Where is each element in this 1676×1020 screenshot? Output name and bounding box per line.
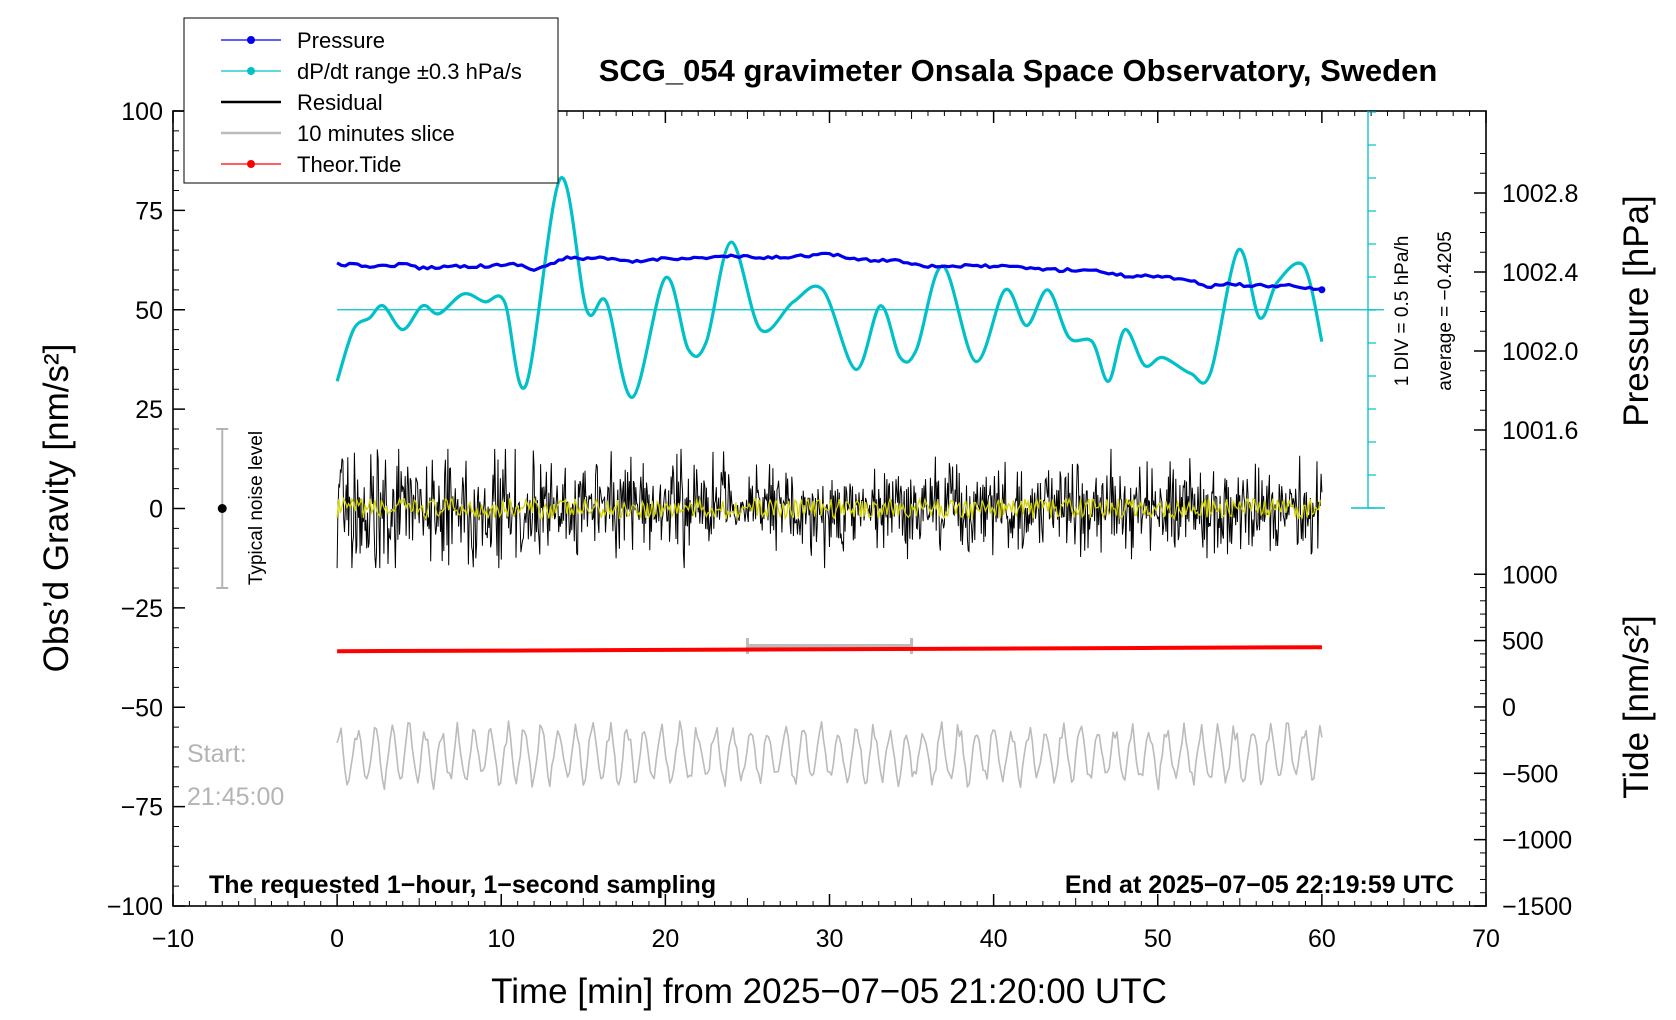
slice-waveform bbox=[336, 720, 1323, 791]
y-tick-label: 100 bbox=[121, 98, 163, 126]
pressure-tick-label: 1002.4 bbox=[1502, 259, 1579, 287]
chart-title: SCG_054 gravimeter Onsala Space Observat… bbox=[599, 53, 1438, 88]
pressure-series bbox=[336, 251, 1326, 294]
y-tick-label: −75 bbox=[121, 794, 163, 822]
legend-label-dpdt: dP/dt range ±0.3 hPa/s bbox=[297, 59, 522, 84]
x-tick-label: 60 bbox=[1308, 925, 1336, 953]
legend-label-slice: 10 minutes slice bbox=[297, 121, 455, 146]
tide-tick-label: 500 bbox=[1502, 628, 1544, 656]
y-axis-label: Obs’d Gravity [nm/s²] bbox=[37, 344, 76, 673]
noise-label: Typical noise level bbox=[246, 431, 267, 585]
slice-series bbox=[336, 638, 1323, 791]
legend-box bbox=[183, 17, 559, 184]
y-tick-label: −50 bbox=[121, 694, 163, 722]
legend-marker-tide bbox=[247, 160, 255, 168]
tide-series bbox=[337, 645, 1322, 654]
noise-bar-center bbox=[217, 504, 227, 513]
y-tick-label: −25 bbox=[121, 595, 163, 623]
legend-label-tide: Theor.Tide bbox=[297, 152, 401, 177]
tide-tick-label: −1500 bbox=[1502, 893, 1572, 921]
noise-bar bbox=[216, 428, 229, 589]
pressure-curve bbox=[336, 251, 1323, 291]
pressure-tick-label: 1002.0 bbox=[1502, 338, 1578, 366]
x-tick-label: 70 bbox=[1472, 925, 1500, 953]
pressure-tick-label: 1002.8 bbox=[1502, 180, 1578, 208]
x-tick-label: 30 bbox=[816, 925, 844, 953]
tide-axis-label: Tide [nm/s²] bbox=[1617, 615, 1656, 798]
legend-marker-dpdt bbox=[247, 67, 255, 75]
tide-curve bbox=[337, 645, 1322, 654]
residual-curve bbox=[336, 448, 1323, 569]
x-tick-label: −10 bbox=[152, 925, 194, 953]
dpdt-series bbox=[335, 176, 1324, 399]
x-tick-label: 50 bbox=[1144, 925, 1172, 953]
slice-start-time: 21:45:00 bbox=[187, 783, 284, 811]
legend-label-pressure: Pressure bbox=[297, 28, 385, 53]
note-left: The requested 1−hour, 1−second sampling bbox=[209, 871, 716, 899]
tide-tick-label: 0 bbox=[1502, 694, 1516, 722]
scale-label: 1 DIV = 0.5 hPa/h bbox=[1392, 236, 1413, 387]
pressure-axis-label: Pressure [hPa] bbox=[1617, 195, 1656, 427]
x-tick-label: 20 bbox=[651, 925, 679, 953]
axis-ticks: −10 0 10 20 30 40 50 60 70−100−75−50−25025507510… bbox=[107, 98, 1579, 953]
y-tick-label: −100 bbox=[107, 893, 163, 921]
legend: Pressure dP/dt range ±0.3 hPa/s Residual 10… bbox=[183, 17, 559, 184]
y-tick-label: 50 bbox=[135, 297, 163, 325]
note-right: End at 2025−07−05 22:19:59 UTC bbox=[1065, 871, 1454, 899]
dpdt-curve bbox=[335, 176, 1324, 399]
x-tick-label: 0 bbox=[330, 925, 344, 953]
x-axis-label: Time [min] from 2025−07−05 21:20:00 UTC bbox=[491, 972, 1167, 1011]
pressure-tick-label: 1001.6 bbox=[1502, 417, 1578, 445]
tide-tick-label: −500 bbox=[1502, 760, 1558, 788]
dpdt-scale-bar bbox=[1351, 111, 1385, 509]
legend-label-residual: Residual bbox=[297, 90, 383, 115]
slice-start-label: Start: bbox=[187, 740, 247, 768]
tide-tick-label: −1000 bbox=[1502, 827, 1572, 855]
pressure-end-marker bbox=[1318, 286, 1326, 294]
x-tick-label: 10 bbox=[487, 925, 515, 953]
tide-tick-label: 1000 bbox=[1502, 561, 1558, 589]
x-tick-label: 40 bbox=[980, 925, 1008, 953]
legend-marker-pressure bbox=[247, 36, 255, 44]
y-tick-label: 0 bbox=[149, 496, 163, 524]
residual-overlay-curve bbox=[336, 496, 1321, 521]
average-label: average = −0.4205 bbox=[1435, 231, 1456, 391]
residual-series bbox=[336, 448, 1323, 569]
y-tick-label: 25 bbox=[135, 396, 163, 424]
y-tick-label: 75 bbox=[135, 197, 163, 225]
